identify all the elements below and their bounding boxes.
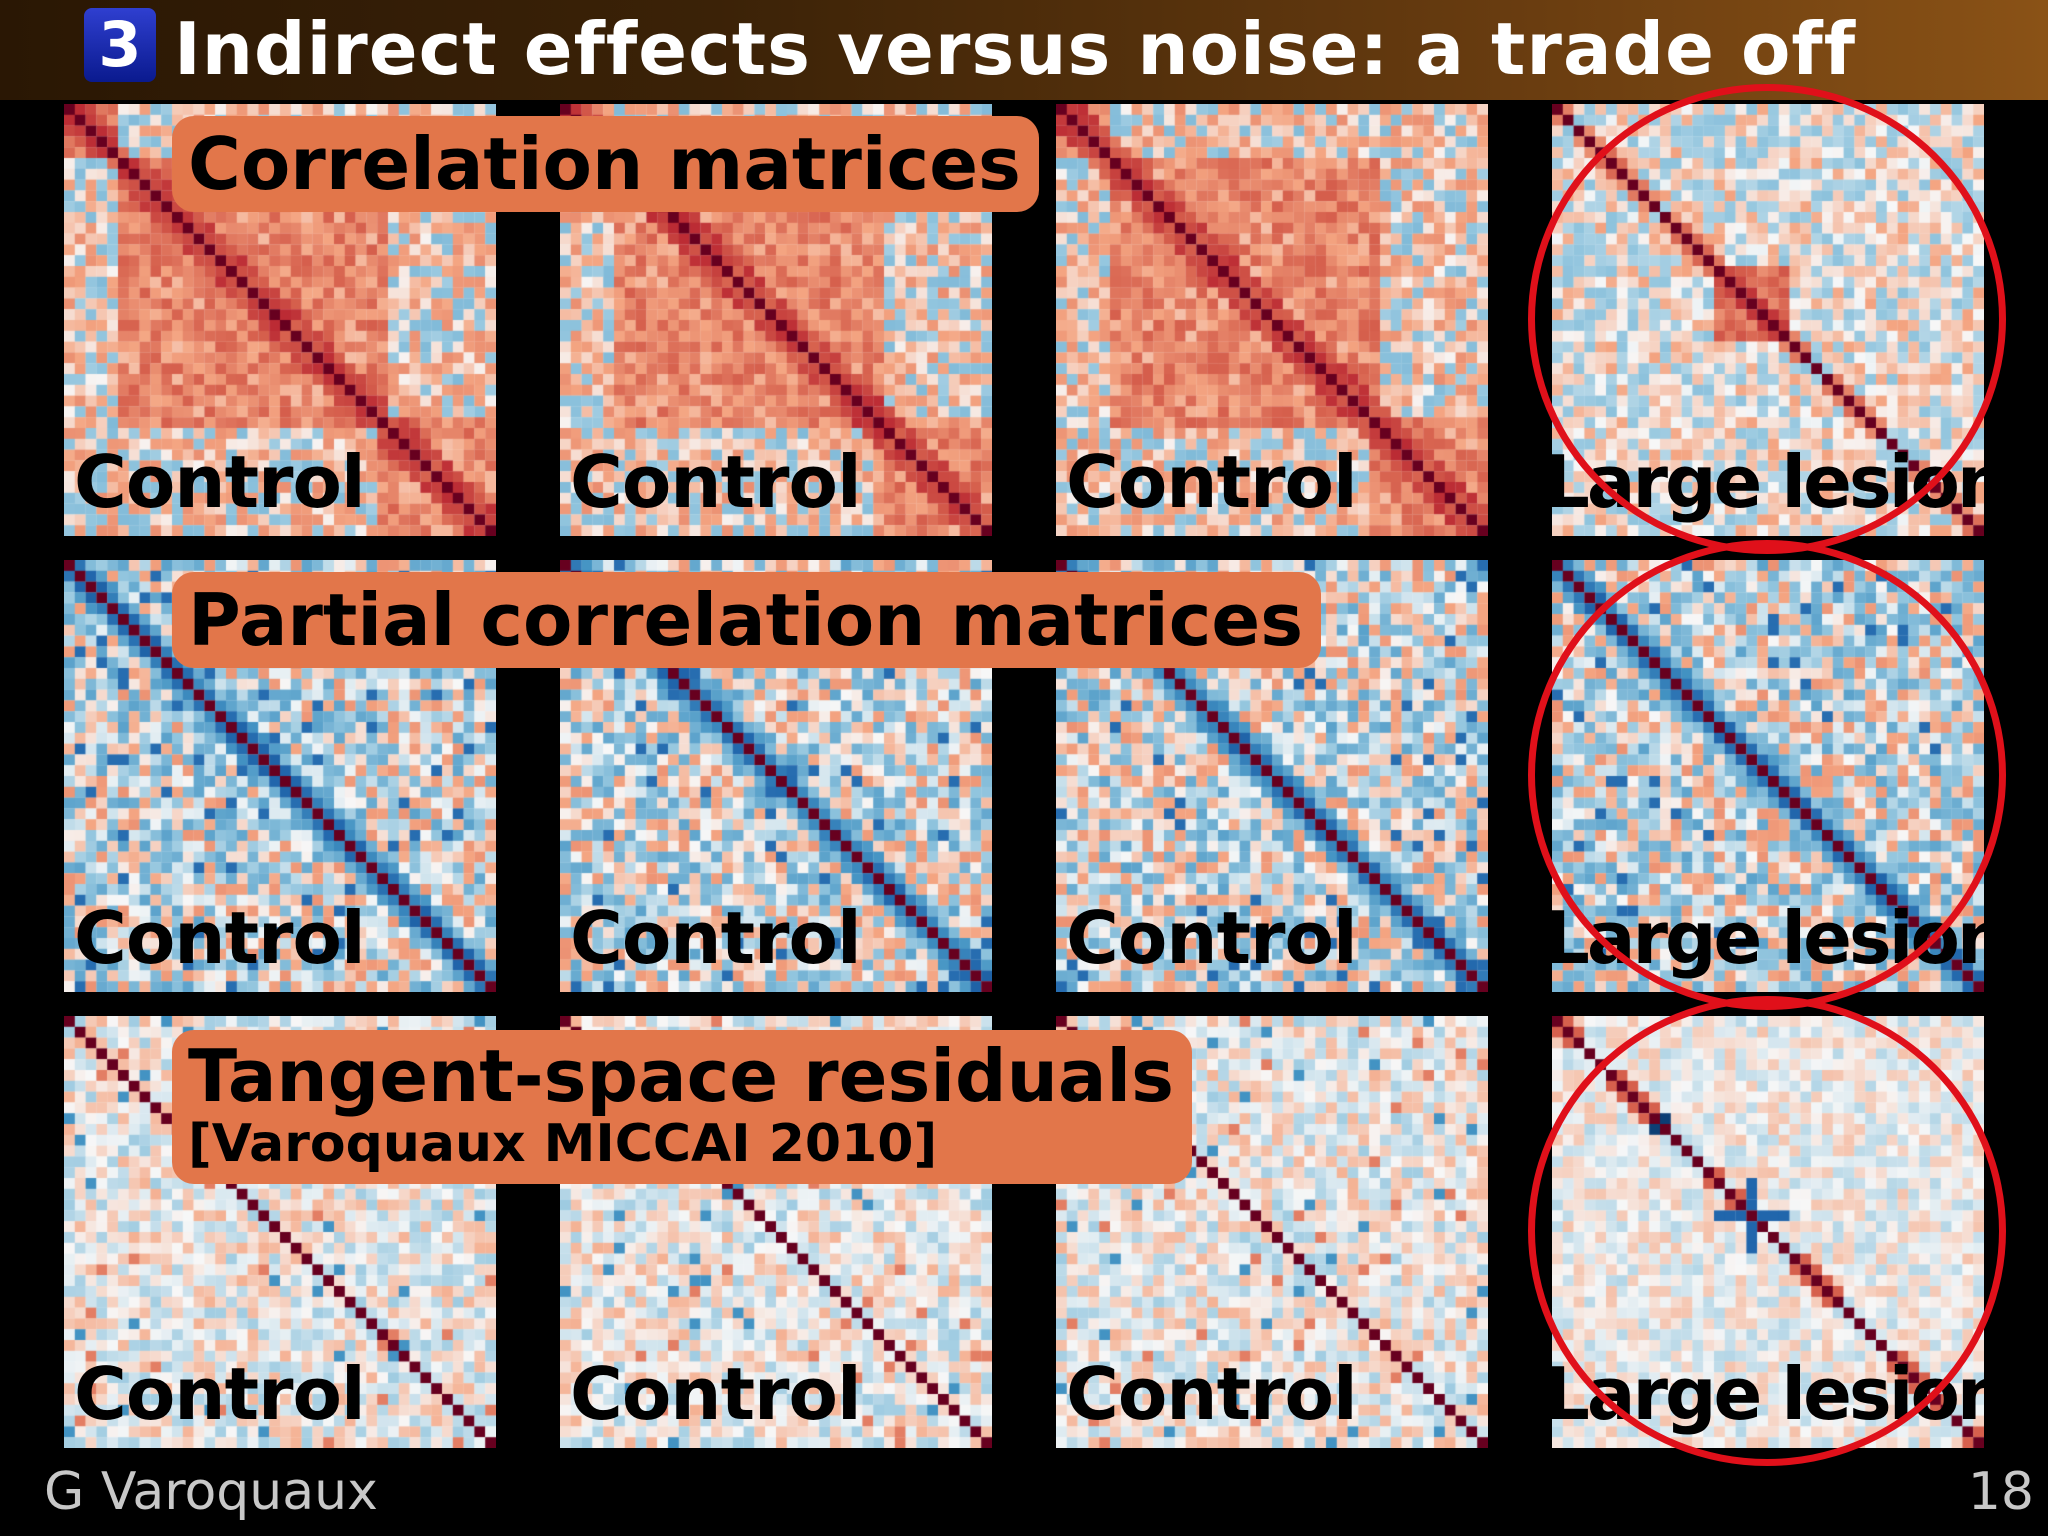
callout-tangent-space-residuals: Tangent-space residuals [Varoquaux MICCA…: [172, 1030, 1192, 1184]
callout-partial-correlation-matrices: Partial correlation matrices: [172, 572, 1322, 668]
highlight-ring-row1: [1528, 84, 2006, 554]
panel-label: Control: [570, 1352, 862, 1436]
panel-label: Control: [570, 896, 862, 980]
panel-label: Control: [74, 1352, 366, 1436]
matrix-heatmap: [1056, 104, 1488, 536]
panel-label: Control: [570, 440, 862, 524]
matrix-panel-r2-c1: Control: [64, 560, 496, 992]
callout-citation: [Varoquaux MICCAI 2010]: [188, 1114, 938, 1174]
slide-title: Indirect effects versus noise: a trade o…: [174, 7, 1857, 91]
highlight-ring-row2: [1528, 540, 2006, 1010]
section-number-badge: 3: [84, 8, 156, 82]
title-bar: 3 Indirect effects versus noise: a trade…: [0, 0, 2048, 100]
panel-label: Control: [1066, 440, 1358, 524]
callout-text: Correlation matrices: [188, 122, 1021, 206]
highlight-ring-row3: [1528, 996, 2006, 1466]
callout-text: Partial correlation matrices: [188, 578, 1304, 662]
panel-label: Control: [74, 896, 366, 980]
callout-text: Tangent-space residuals: [188, 1034, 1174, 1118]
panel-label: Control: [1066, 1352, 1358, 1436]
author-name: G Varoquaux: [44, 1462, 378, 1522]
panel-label: Control: [74, 440, 366, 524]
panel-label: Control: [1066, 896, 1358, 980]
callout-correlation-matrices: Correlation matrices: [172, 116, 1039, 212]
matrix-panel-r1-c3: Control: [1056, 104, 1488, 536]
page-number: 18: [1967, 1462, 2034, 1522]
